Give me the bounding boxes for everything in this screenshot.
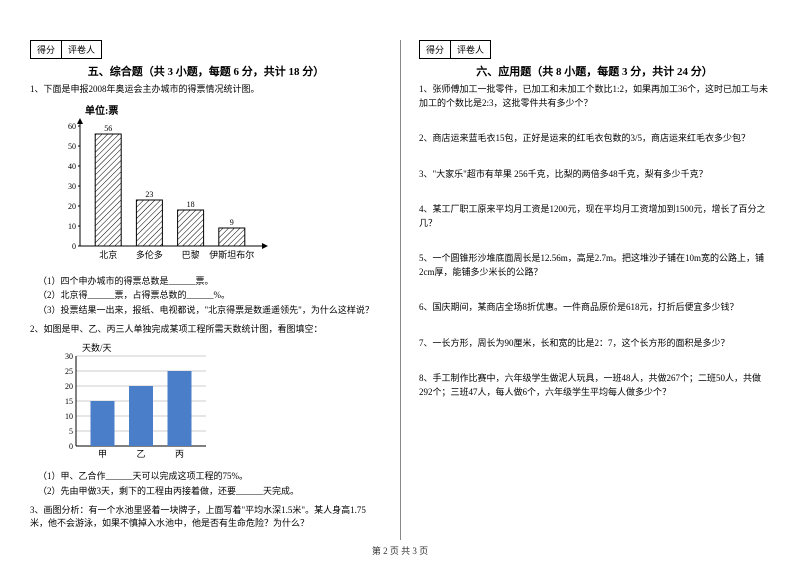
score-label: 得分: [420, 41, 451, 58]
section-6-title: 六、应用题（共 8 小题，每题 3 分，共计 24 分）: [419, 63, 770, 79]
q5-3: 3、画图分析：有一个水池里竖着一块牌子，上面写着"平均水深1.5米"。某人身高1…: [30, 504, 382, 531]
svg-text:单位:票: 单位:票: [85, 104, 118, 117]
q5-1-sub1: （1）四个申办城市的得票总数是______票。: [38, 274, 382, 288]
score-box-left: 得分 评卷人: [30, 40, 102, 59]
svg-text:56: 56: [104, 124, 112, 133]
svg-text:5: 5: [69, 427, 73, 436]
svg-text:9: 9: [230, 218, 234, 227]
q6-4: 4、某工厂职工原来平均月工资是1200元，现在平均月工资增加到1500元，增长了…: [419, 203, 770, 230]
svg-text:40: 40: [68, 162, 76, 171]
q5-2-sub2: （2）先由甲做3天，剩下的工程由丙接着做，还要______天完成。: [38, 484, 382, 498]
q5-1-sub3: （3）投票结果一出来，报纸、电视都说，"北京得票是数遥遥领先"，为什么这样说？: [38, 303, 382, 317]
svg-text:北京: 北京: [99, 249, 117, 260]
svg-text:甲: 甲: [98, 449, 107, 459]
svg-text:23: 23: [145, 190, 153, 199]
svg-text:30: 30: [68, 182, 76, 191]
svg-text:10: 10: [68, 222, 76, 231]
svg-text:15: 15: [65, 397, 73, 406]
q5-3-text: 3、画图分析：有一个水池里竖着一块牌子，上面写着"平均水深1.5米"。某人身高1…: [30, 504, 382, 531]
q6-5: 5、一个圆锥形沙堆底面周长是12.56m，高是2.7m。把这堆沙子铺在10m宽的…: [419, 252, 770, 279]
q6-6: 6、国庆期间，某商店全场8折优惠。一件商品原价是618元，打折后便宜多少钱？: [419, 301, 770, 315]
score-box-right: 得分 评卷人: [419, 40, 491, 59]
q5-2: 2、如图是甲、乙、丙三人单独完成某项工程所需天数统计图，看图填空： 天数/天 0 5…: [30, 323, 382, 498]
q5-1-text: 1、下面是申报2008年奥运会主办城市的得票情况统计图。: [30, 83, 382, 97]
svg-text:巴黎: 巴黎: [182, 249, 200, 260]
page-footer: 第 2 页 共 3 页: [0, 544, 800, 557]
svg-text:60: 60: [68, 122, 76, 131]
svg-text:30: 30: [65, 352, 73, 361]
svg-text:多伦多: 多伦多: [136, 249, 163, 260]
q5-1: 1、下面是申报2008年奥运会主办城市的得票情况统计图。 单位:票 0 10 20 30…: [30, 83, 382, 317]
q6-8: 8、手工制作比赛中，六年级学生做泥人玩具，一班48人，共做267个；二班50人，…: [419, 372, 770, 399]
q5-1-sub2: （2）北京得______票，占得票总数的______%。: [38, 288, 382, 302]
grader-label: 评卷人: [62, 41, 101, 58]
svg-text:50: 50: [68, 142, 76, 151]
q6-2: 2、商店运来蓝毛衣15包，正好是运来的红毛衣包数的3/5，商店运来红毛衣多少包？: [419, 132, 770, 146]
left-column: 得分 评卷人 五、综合题（共 3 小题，每题 6 分，共计 18 分） 1、下面…: [30, 40, 400, 540]
right-column: 得分 评卷人 六、应用题（共 8 小题，每题 3 分，共计 24 分） 1、张师…: [400, 40, 770, 540]
svg-text:20: 20: [68, 202, 76, 211]
q5-2-text: 2、如图是甲、乙、丙三人单独完成某项工程所需天数统计图，看图填空：: [30, 323, 382, 337]
section-5-title: 五、综合题（共 3 小题，每题 6 分，共计 18 分）: [30, 63, 382, 79]
svg-text:伊斯坦布尔: 伊斯坦布尔: [209, 249, 254, 260]
svg-text:18: 18: [187, 200, 195, 209]
svg-text:丙: 丙: [175, 449, 184, 459]
svg-text:10: 10: [65, 412, 73, 421]
grader-label: 评卷人: [451, 41, 490, 58]
svg-text:乙: 乙: [136, 449, 145, 459]
svg-text:20: 20: [65, 382, 73, 391]
svg-text:0: 0: [69, 442, 73, 451]
svg-text:天数/天: 天数/天: [82, 342, 112, 353]
q6-7: 7、一长方形，周长为90厘米，长和宽的比是2：7，这个长方形的面积是多少？: [419, 337, 770, 351]
q6-1: 1、张师傅加工一批零件，已加工和未加工个数比1:2，如果再加工36个，这时已加工…: [419, 83, 770, 110]
q5-2-sub1: （1）甲、乙合作______天可以完成这项工程的75%。: [38, 469, 382, 483]
vote-bar-chart: 单位:票 0 10 20 30 40 50 60 56 北京 23 多伦多 18 巴黎 9 伊斯坦布尔: [50, 101, 382, 271]
svg-text:0: 0: [72, 242, 76, 251]
q6-3: 3、"大家乐"超市有苹果 256千克，比梨的两倍多48千克，梨有多少千克？: [419, 168, 770, 182]
days-bar-chart: 天数/天 0 5 10 15 20 25 30 甲 乙 丙: [50, 341, 382, 466]
svg-text:25: 25: [65, 367, 73, 376]
score-label: 得分: [31, 41, 62, 58]
